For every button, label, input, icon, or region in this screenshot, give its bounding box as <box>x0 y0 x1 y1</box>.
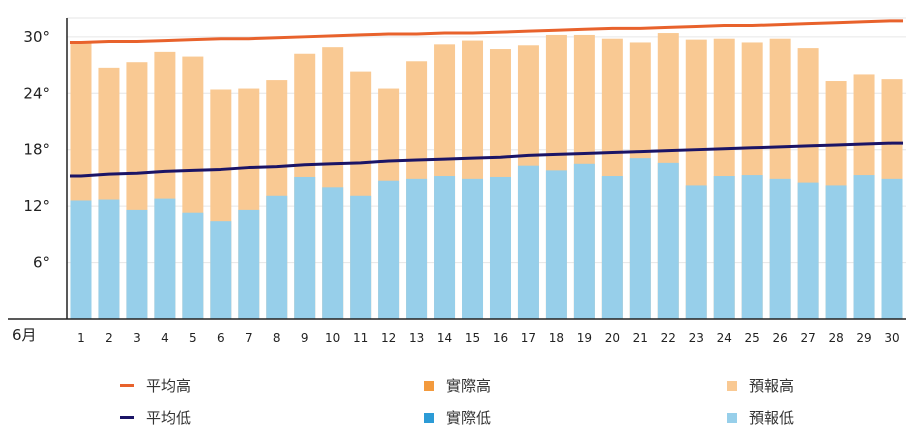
bar-forecast-low <box>322 187 344 319</box>
legend-label-actual-high: 實際高 <box>446 377 492 395</box>
y-tick-labels: 6° 12° 18° 24° 30° <box>23 28 50 272</box>
bar-forecast-low <box>545 170 567 319</box>
x-tick-label: 19 <box>577 331 592 345</box>
forecast-low-bars <box>70 158 903 319</box>
x-tick-label: 25 <box>745 331 760 345</box>
legend-label-avg-low: 平均低 <box>146 409 192 427</box>
legend-swatch-actual-low <box>424 412 434 423</box>
x-tick-label: 2 <box>105 331 113 345</box>
bar-forecast-low <box>294 176 316 319</box>
x-tick-label: 16 <box>493 331 508 345</box>
legend-item-avg-low: 平均低 <box>120 407 191 428</box>
bar-forecast-low <box>797 182 819 319</box>
x-tick-label: 28 <box>828 331 843 345</box>
x-tick-label: 7 <box>245 331 253 345</box>
bar-forecast-low <box>462 178 484 319</box>
legend-swatch-avg-low <box>120 416 134 419</box>
x-tick-label: 21 <box>633 331 648 345</box>
legend-item-avg-high: 平均高 <box>120 375 191 396</box>
bar-forecast-low <box>741 175 763 319</box>
y-tick-label: 6° <box>33 254 50 272</box>
legend-item-actual-high: 實際高 <box>424 375 491 396</box>
bar-forecast-low <box>406 178 428 319</box>
bar-forecast-low <box>378 180 400 319</box>
legend-label-forecast-low: 預報低 <box>749 409 795 427</box>
x-tick-label: 14 <box>437 331 452 345</box>
bar-forecast-low <box>685 185 707 319</box>
bar-forecast-low <box>489 176 511 319</box>
line-average-low <box>69 141 904 178</box>
x-tick-label: 29 <box>856 331 871 345</box>
x-tick-label: 4 <box>161 331 169 345</box>
legend-label-forecast-high: 預報高 <box>749 377 795 395</box>
y-tick-label: 30° <box>23 28 50 46</box>
y-tick-label: 12° <box>23 197 50 215</box>
x-unit-label: 6月 <box>12 326 37 344</box>
weather-chart: 6°12°18°24°30° 1 2 3 4 5 6 7 8 9 10 11 12 13 14 15 16 17… <box>8 17 906 345</box>
gridlines <box>67 17 906 264</box>
legend-swatch-actual-high <box>424 380 434 391</box>
x-tick-label: 17 <box>521 331 536 345</box>
x-tick-label: 20 <box>605 331 620 345</box>
bar-forecast-low <box>769 178 791 319</box>
bar-forecast-low <box>182 212 204 319</box>
legend-item-forecast-high: 預報高 <box>727 375 794 396</box>
legend-swatch-forecast-low <box>727 412 737 423</box>
bar-forecast-low <box>657 162 679 319</box>
x-tick-label: 9 <box>301 331 309 345</box>
bar-forecast-low <box>881 178 903 319</box>
legend-swatch-avg-high <box>120 384 134 387</box>
x-tick-label: 5 <box>189 331 197 345</box>
x-tick-label: 23 <box>689 331 704 345</box>
bar-forecast-low <box>98 199 120 319</box>
x-tick-labels: 1 2 3 4 5 6 7 8 9 10 11 12 13 14 15 16 17 18 19 20 21 22 23 24 2… <box>77 331 899 345</box>
x-tick-label: 18 <box>549 331 564 345</box>
bar-forecast-low <box>210 221 232 319</box>
bar-forecast-low <box>238 209 260 319</box>
x-tick-label: 26 <box>773 331 788 345</box>
x-tick-label: 27 <box>800 331 815 345</box>
bar-forecast-low <box>517 165 539 319</box>
axes <box>8 18 906 320</box>
line-average-high <box>69 19 904 44</box>
bar-forecast-low <box>713 176 735 319</box>
bar-forecast-low <box>629 158 651 319</box>
legend: 平均高 實際高 預報高 平均低 實際低 預報低 <box>0 362 918 432</box>
x-tick-label: 13 <box>409 331 424 345</box>
bar-forecast-low <box>853 175 875 319</box>
x-tick-label: 11 <box>353 331 368 345</box>
legend-item-actual-low: 實際低 <box>424 407 491 428</box>
x-tick-label: 22 <box>661 331 676 345</box>
y-tick-label: 24° <box>23 84 50 102</box>
bar-forecast-low <box>70 200 92 319</box>
x-tick-label: 1 <box>77 331 85 345</box>
x-tick-label: 30 <box>884 331 899 345</box>
legend-label-avg-high: 平均高 <box>146 377 192 395</box>
x-tick-label: 15 <box>465 331 480 345</box>
legend-swatch-forecast-high <box>727 380 737 391</box>
x-tick-label: 12 <box>381 331 396 345</box>
bar-forecast-low <box>126 209 148 319</box>
legend-label-actual-low: 實際低 <box>446 409 492 427</box>
y-tick-label: 18° <box>23 141 50 159</box>
x-tick-label: 6 <box>217 331 225 345</box>
x-tick-label: 10 <box>325 331 340 345</box>
bar-forecast-low <box>825 185 847 319</box>
legend-item-forecast-low: 預報低 <box>727 407 794 428</box>
average-lines <box>69 19 904 178</box>
x-tick-label: 8 <box>273 331 281 345</box>
bar-forecast-low <box>266 195 288 319</box>
bar-forecast-low <box>350 195 372 319</box>
bar-forecast-low <box>601 176 623 319</box>
x-tick-label: 3 <box>133 331 141 345</box>
bar-forecast-low <box>573 163 595 319</box>
x-tick-label: 24 <box>717 331 732 345</box>
bar-forecast-low <box>434 176 456 319</box>
bar-forecast-low <box>154 198 176 319</box>
